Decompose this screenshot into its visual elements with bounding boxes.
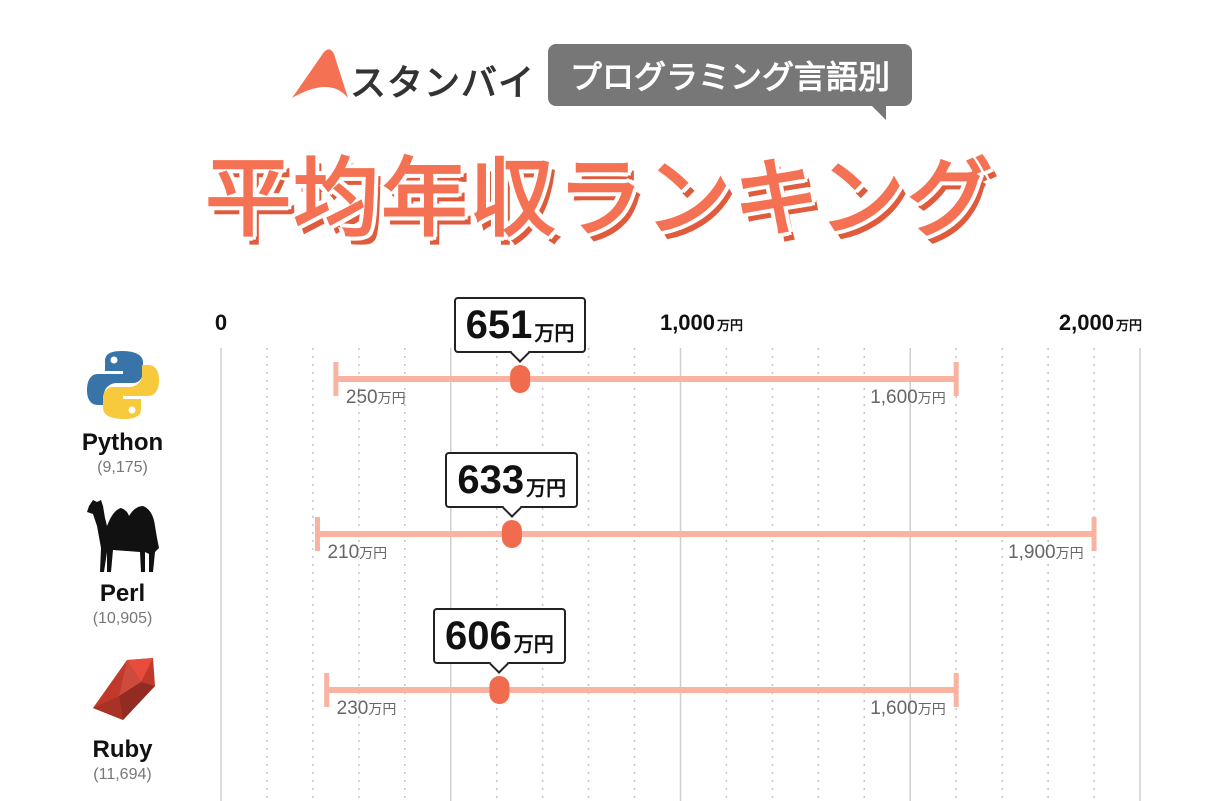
range-min-label: 210万円 <box>327 542 388 563</box>
python-logo-icon <box>83 345 163 425</box>
logo-mark-icon <box>292 49 348 98</box>
ruby-gem-icon <box>83 652 163 732</box>
range-max-label: 1,900万円 <box>1008 542 1084 563</box>
x-tick-label: 0 <box>215 310 227 335</box>
lang-count: (10,905) <box>92 610 153 627</box>
average-marker <box>489 676 510 704</box>
lang-count: (9,175) <box>97 459 148 476</box>
tag-bubble <box>548 44 912 106</box>
average-marker <box>510 365 531 393</box>
average-unit: 万円 <box>534 322 575 345</box>
lang-name: Ruby <box>92 736 153 763</box>
average-unit: 万円 <box>513 633 554 656</box>
lang-count: (11,694) <box>93 766 152 783</box>
range-max-label: 1,600万円 <box>870 387 946 408</box>
brand-logo: スタンバイ <box>290 48 550 104</box>
average-value: 651 <box>465 302 533 347</box>
average-unit: 万円 <box>526 477 567 500</box>
lang-ruby: Ruby (11,694) <box>50 652 195 784</box>
page-title: 平均年収ランキング <box>205 149 995 249</box>
x-tick-label: 2,000 万円 <box>1059 310 1142 335</box>
average-value-box: 633 万円 <box>445 452 579 508</box>
logo-text: スタンバイ <box>350 63 536 104</box>
salary-range-chart: 0 1,000 万円 2,000 万円 <box>0 290 1209 801</box>
average-value: 606 <box>444 613 512 658</box>
average-value: 633 <box>457 457 525 502</box>
lang-name: Python <box>81 429 164 456</box>
camel-icon <box>83 496 163 576</box>
lang-python: Python (9,175) <box>50 345 195 477</box>
tag-text: プログラミング言語別 <box>569 58 890 96</box>
range-min-label: 230万円 <box>336 698 397 719</box>
average-marker <box>501 520 522 548</box>
range-max-label: 1,600万円 <box>870 698 946 719</box>
tag-bubble-tail <box>870 104 886 120</box>
lang-name: Perl <box>99 580 146 607</box>
range-min-label: 250万円 <box>345 387 406 408</box>
lang-perl: Perl (10,905) <box>50 496 195 628</box>
chart-svg: 0 1,000 万円 2,000 万円 <box>215 310 1142 801</box>
x-tick-label: 1,000 万円 <box>660 310 743 335</box>
